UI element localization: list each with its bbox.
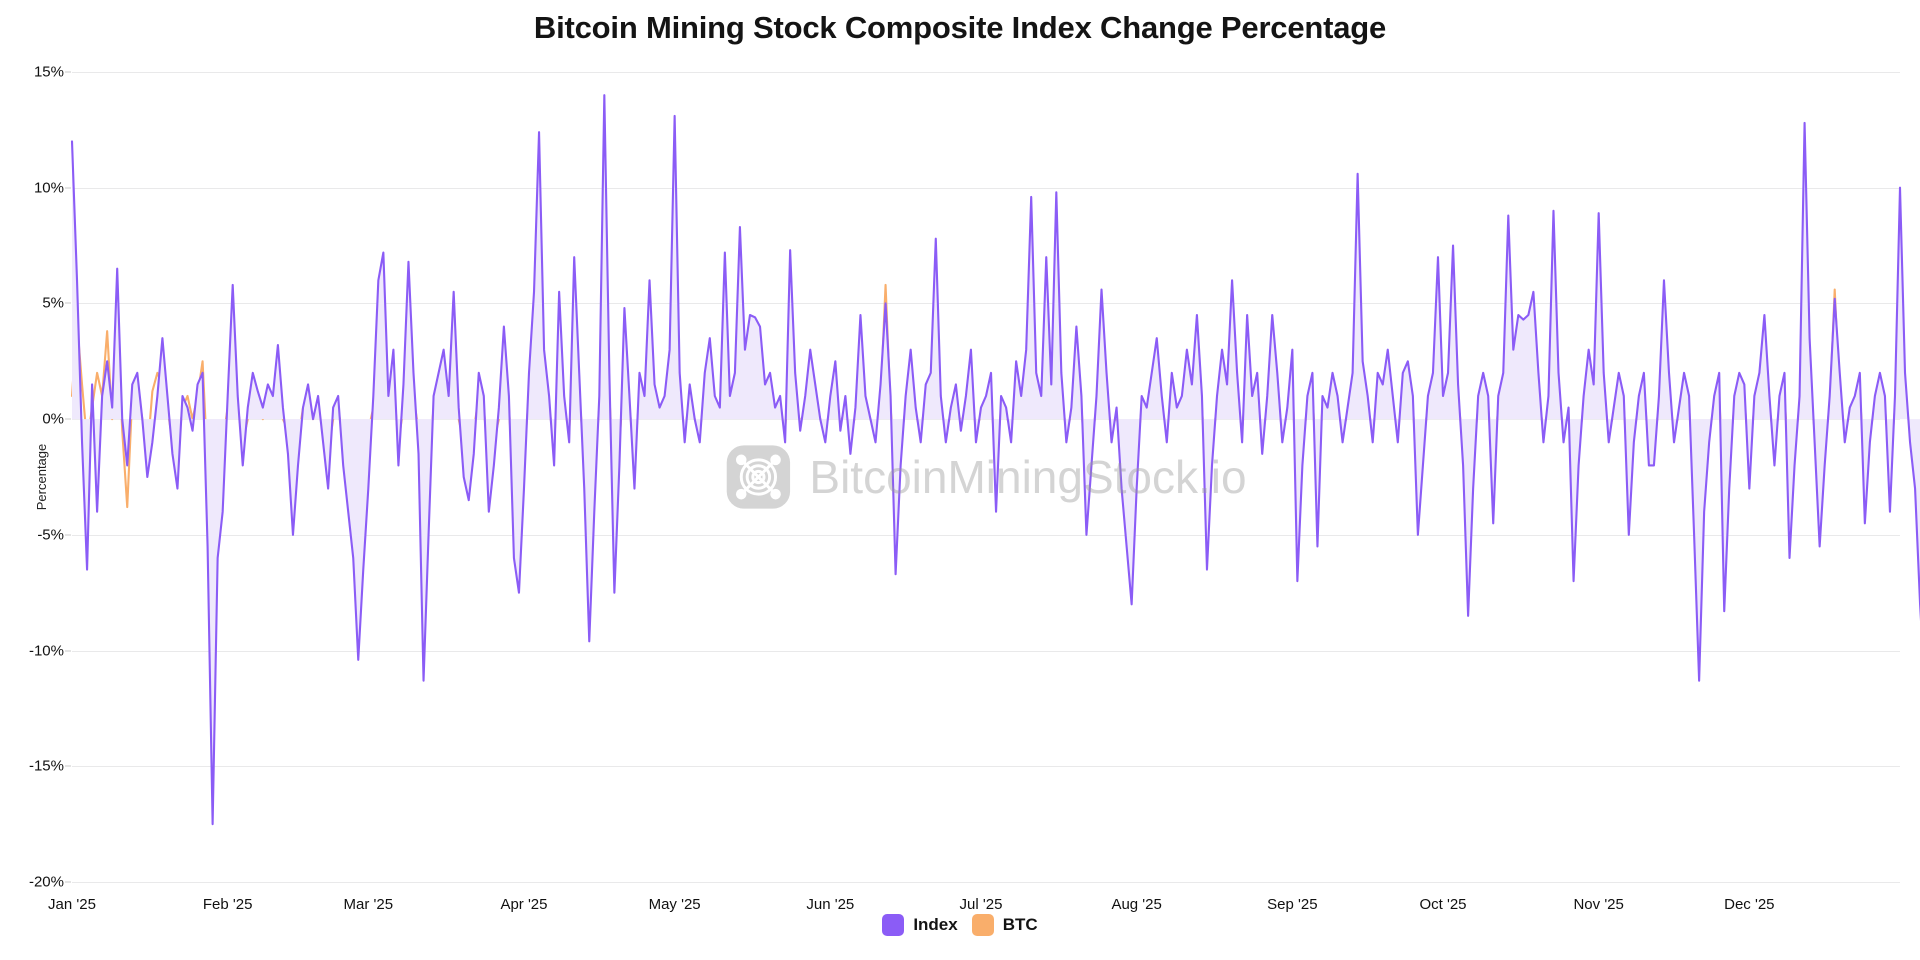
y-tick-mark (65, 187, 71, 189)
x-axis-tick-label: Nov '25 (1573, 896, 1624, 913)
gridline (72, 303, 1900, 305)
y-tick-mark (65, 881, 71, 883)
gridline (72, 650, 1900, 652)
y-axis-tick-label: -15% (28, 757, 64, 775)
y-axis-title: Percentage (33, 443, 49, 511)
legend-swatch-icon (971, 914, 994, 936)
x-axis-tick-label: Oct '25 (1419, 896, 1467, 913)
legend-swatch-icon (882, 914, 905, 936)
x-axis-tick-label: Dec '25 (1724, 896, 1775, 913)
gridline (72, 72, 1900, 73)
page-title: Bitcoin Mining Stock Composite Index Cha… (533, 10, 1387, 45)
legend-label: BTC (1002, 915, 1038, 934)
x-axis-tick-label: Mar '25 (343, 896, 394, 913)
gridline (72, 882, 1900, 883)
y-axis-tick-label: 5% (42, 294, 64, 312)
legend-item-index[interactable]: Index (882, 914, 958, 936)
chart-legend: Index BTC (0, 914, 1920, 936)
legend-label: Index (913, 915, 958, 934)
y-tick-mark (65, 534, 71, 536)
x-axis-tick-label: Sep '25 (1267, 896, 1318, 913)
y-axis-tick-label: -20% (28, 873, 64, 891)
y-tick-mark (65, 765, 71, 767)
y-axis-tick-label: 15% (33, 63, 64, 81)
series-area-index (72, 95, 1920, 825)
y-axis-tick-label: 10% (33, 179, 64, 197)
series-line-index (72, 95, 1920, 824)
x-axis-tick-label: Jul '25 (959, 896, 1003, 913)
plot-area: Percentage 15% 10% 5% 0% -5% -10% -15% -20% Jan… (29, 64, 1920, 913)
x-axis-tick-label: Jan '25 (48, 896, 96, 913)
legend-item-btc[interactable]: BTC (971, 914, 1038, 936)
y-tick-mark (65, 71, 71, 73)
gridline (72, 534, 1900, 536)
x-axis-tick-label: Feb '25 (202, 896, 253, 913)
x-axis-tick-label: Jun '25 (806, 896, 855, 913)
gridline (72, 766, 1900, 768)
y-axis-tick-label: 0% (42, 410, 64, 428)
x-axis-tick-label: Aug '25 (1111, 896, 1162, 913)
y-axis-tick-label: -5% (37, 526, 64, 544)
zero-line (72, 419, 1900, 421)
y-axis-tick-label: -10% (28, 642, 64, 660)
series-plot (72, 72, 1920, 882)
y-tick-mark (65, 418, 71, 420)
x-axis-tick-label: May '25 (648, 896, 701, 913)
x-axis-tick-label: Apr '25 (500, 896, 548, 913)
y-tick-mark (65, 302, 71, 304)
gridline (72, 187, 1900, 189)
y-tick-mark (65, 650, 71, 652)
